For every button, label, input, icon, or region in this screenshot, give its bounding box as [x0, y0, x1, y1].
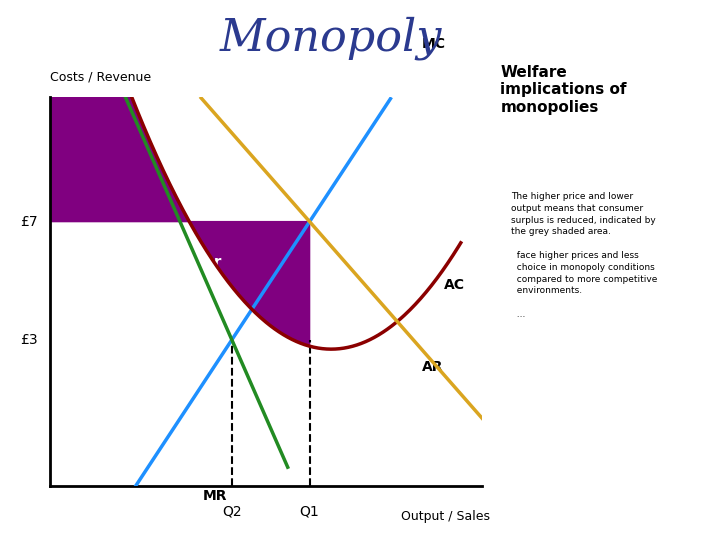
Polygon shape: [51, 0, 310, 346]
Text: Q1: Q1: [300, 505, 320, 518]
Text: MR: MR: [203, 489, 228, 503]
Text: Welfare
implications of
monopolies: Welfare implications of monopolies: [500, 65, 627, 114]
Text: AC: AC: [444, 278, 464, 292]
Text: Monopoly: Monopoly: [220, 16, 442, 60]
Text: MC: MC: [422, 37, 446, 51]
Text: Output / Sales: Output / Sales: [400, 510, 490, 523]
Text: £3: £3: [20, 333, 37, 347]
Text: £7: £7: [20, 214, 37, 228]
Text: AR: AR: [422, 360, 444, 374]
Text: Costs / Revenue: Costs / Revenue: [50, 71, 151, 84]
Text: The higher price and lower
output means that consumer
surplus is reduced, indica: The higher price and lower output means …: [510, 192, 657, 319]
Text: Q2: Q2: [222, 505, 242, 518]
Text: Loss of consumer
surplus: Loss of consumer surplus: [72, 255, 221, 288]
